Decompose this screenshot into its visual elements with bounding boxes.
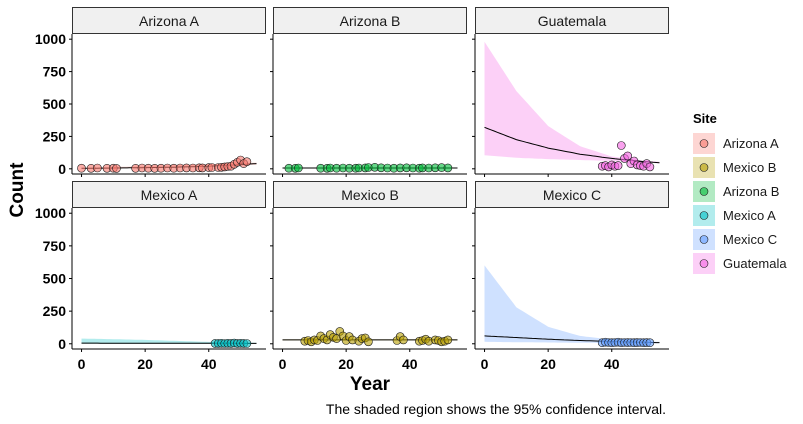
facet-panel: Mexico B — [270, 181, 467, 352]
legend-label: Mexico A — [723, 208, 776, 223]
x-tick-label: 0 — [279, 356, 287, 372]
legend-label: Guatemala — [723, 256, 787, 271]
facet-strip — [273, 181, 467, 208]
data-point — [613, 161, 623, 170]
chart-caption: The shaded region shows the 95% confiden… — [326, 401, 666, 417]
x-tick-label: 0 — [481, 356, 489, 372]
y-tick-label: 250 — [43, 303, 67, 319]
facet-panels: Arizona A Arizona B Guatemala Mexico A Mexic… — [69, 7, 669, 352]
data-point — [645, 162, 655, 172]
y-tick-label: 500 — [43, 271, 67, 287]
y-tick-label: 1000 — [35, 31, 66, 47]
data-point — [443, 335, 453, 345]
data-point — [645, 338, 655, 348]
x-tick-label: 20 — [540, 356, 556, 372]
facet-strip-label: Mexico A — [141, 187, 198, 203]
data-point — [443, 163, 453, 173]
data-point — [399, 335, 408, 345]
facet-strip-label: Arizona A — [139, 13, 200, 29]
data-point — [623, 151, 633, 161]
data-point — [242, 157, 252, 166]
y-tick-label: 1000 — [35, 205, 66, 221]
x-tick-label: 40 — [604, 356, 620, 372]
y-tick-label: 250 — [43, 128, 67, 144]
data-point — [112, 164, 121, 173]
y-tick-label: 0 — [58, 161, 66, 177]
legend: Site Arizona A Mexico B Arizona B Mexico A M… — [693, 111, 787, 274]
confidence-band — [484, 41, 660, 164]
facet-strip-label: Mexico B — [341, 187, 399, 203]
facet-panel: Mexico A — [69, 181, 266, 352]
x-tick-label: 0 — [78, 356, 86, 372]
legend-marker — [699, 187, 709, 196]
y-tick-label: 500 — [43, 96, 67, 112]
legend-label: Mexico B — [723, 160, 776, 175]
legend-marker — [699, 139, 709, 148]
legend-label: Arizona B — [723, 184, 779, 199]
legend-marker — [699, 259, 709, 268]
facet-strip — [72, 181, 266, 208]
facet-panel: Arizona B — [270, 7, 467, 177]
facet-panel: Mexico C — [472, 181, 669, 352]
x-tick-label: 40 — [201, 356, 217, 372]
data-point — [364, 337, 373, 347]
legend-title: Site — [693, 111, 717, 126]
facet-strip — [273, 7, 467, 34]
y-tick-label: 750 — [43, 238, 67, 254]
y-tick-label: 750 — [43, 64, 67, 80]
x-tick-label: 20 — [338, 356, 354, 372]
legend-label: Arizona A — [723, 136, 779, 151]
data-point — [93, 163, 102, 173]
axis-tick-labels: 0 250 500 750 1000 0 250 500 750 1000 0 20 40 0 20 40 0 2… — [35, 31, 620, 372]
x-tick-label: 40 — [402, 356, 418, 372]
facet-panel: Guatemala — [472, 7, 669, 177]
facet-strip — [72, 7, 266, 34]
data-point — [77, 163, 86, 173]
x-axis-title: Year — [350, 374, 391, 395]
facet-strip-label: Arizona B — [340, 13, 401, 29]
facet-strip — [475, 181, 669, 208]
y-tick-label: 0 — [58, 336, 66, 352]
y-axis-title: Count — [7, 162, 28, 218]
facet-strip — [475, 7, 669, 34]
confidence-band — [484, 265, 660, 344]
legend-marker — [699, 235, 709, 244]
data-point — [616, 141, 626, 150]
data-point — [242, 339, 252, 348]
facet-strip-label: Guatemala — [538, 13, 607, 29]
legend-label: Mexico C — [723, 232, 777, 247]
facet-panel: Arizona A — [69, 7, 266, 177]
facet-strip-label: Mexico C — [543, 187, 601, 203]
legend-marker — [699, 211, 709, 220]
legend-marker — [699, 163, 709, 172]
data-point — [294, 163, 303, 173]
x-tick-label: 20 — [137, 356, 153, 372]
